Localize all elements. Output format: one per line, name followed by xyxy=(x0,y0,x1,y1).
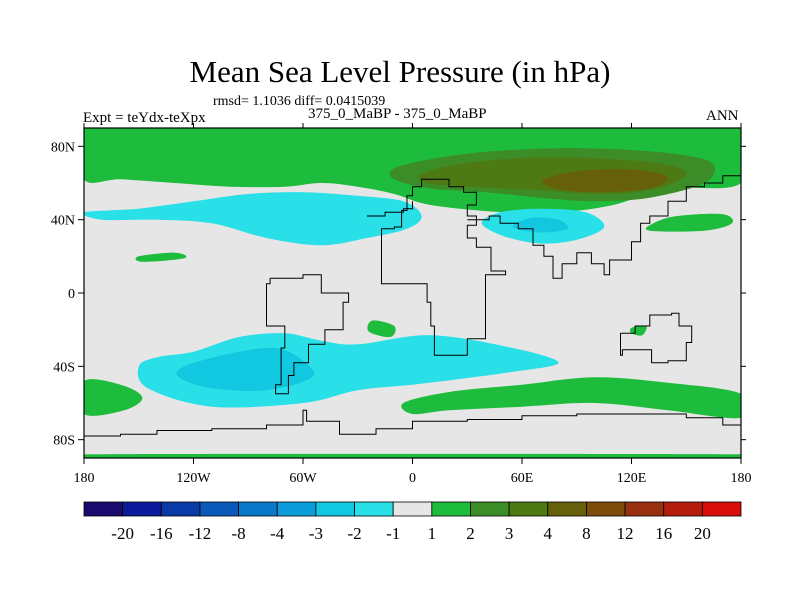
colorbar-swatch xyxy=(83,501,124,517)
contour-siberian-anomaly-peak xyxy=(542,169,669,193)
colorbar-label: 3 xyxy=(505,524,514,543)
x-tick-label: 60E xyxy=(511,471,534,486)
center-label: 375_0_MaBP - 375_0_MaBP xyxy=(308,106,487,122)
colorbar-label: -2 xyxy=(347,524,361,543)
y-axis: 80N 40N 0 40S 80S xyxy=(51,140,746,449)
colorbar-label: -8 xyxy=(232,524,246,543)
colorbar-label: -20 xyxy=(111,524,134,543)
colorbar-swatch xyxy=(199,501,239,517)
coastline-africa-europe xyxy=(381,178,507,356)
colorbar-label: -16 xyxy=(150,524,173,543)
colorbar-label: -1 xyxy=(386,524,400,543)
colorbar-swatch xyxy=(624,501,665,517)
x-tick-label: 180 xyxy=(731,471,752,486)
contour-african-blob xyxy=(367,320,396,338)
season-label: ANN xyxy=(706,108,739,124)
coastlines xyxy=(84,172,741,437)
colorbar-label: -3 xyxy=(309,524,323,543)
y-tick-label: 0 xyxy=(68,287,75,302)
coastline-south-america xyxy=(266,274,350,395)
colorbar-swatch xyxy=(701,501,742,517)
colorbar-swatch xyxy=(354,501,394,517)
colorbar-label: -12 xyxy=(189,524,212,543)
colorbar-swatch xyxy=(160,501,201,517)
colorbar-label: 12 xyxy=(617,524,634,543)
colorbar-label: 2 xyxy=(466,524,475,543)
contour-southern-low-core xyxy=(176,347,315,392)
colorbar-swatch xyxy=(315,501,355,517)
experiment-label: Expt = teYdx-teXpx xyxy=(83,110,206,126)
x-axis: 180 120W 60W 0 60E 120E 180 xyxy=(74,123,752,486)
colorbar-swatch xyxy=(663,501,703,517)
coastline-greenland-arc xyxy=(366,201,413,217)
colorbar-label: -4 xyxy=(270,524,285,543)
x-tick-label: 60W xyxy=(289,471,317,486)
colorbar: -20 -16 -12 -8 -4 -3 -2 -1 1 2 3 4 8 12 16 20 xyxy=(83,501,742,543)
x-tick-label: 180 xyxy=(74,471,95,486)
coastline-australia xyxy=(620,312,693,364)
colorbar-swatch xyxy=(547,501,587,517)
contour-fields xyxy=(84,128,741,458)
contour-pacific-high xyxy=(645,213,734,232)
colorbar-swatch xyxy=(122,501,162,517)
y-tick-label: 40N xyxy=(51,214,75,229)
x-tick-label: 120E xyxy=(617,471,647,486)
coastline-asia xyxy=(467,172,741,279)
x-tick-label: 0 xyxy=(409,471,416,486)
y-tick-label: 80N xyxy=(51,140,75,155)
colorbar-label: 20 xyxy=(694,524,711,543)
contour-north-pacific-blob xyxy=(135,252,187,262)
colorbar-swatch xyxy=(508,501,549,517)
colorbar-swatch xyxy=(238,501,278,517)
y-tick-label: 80S xyxy=(53,434,75,449)
contour-southern-pacific-high xyxy=(84,379,143,416)
colorbar-swatch xyxy=(276,501,317,517)
colorbar-label: 4 xyxy=(544,524,553,543)
x-tick-label: 120W xyxy=(176,471,211,486)
stats-label: rmsd= 1.1036 diff= 0.0415039 xyxy=(213,94,386,109)
colorbar-swatch xyxy=(586,501,626,517)
contour-atlantic-low xyxy=(84,192,422,246)
colorbar-label: 1 xyxy=(428,524,437,543)
contour-southern-ring-high xyxy=(401,377,741,419)
colorbar-swatch xyxy=(470,501,510,517)
colorbar-label: 16 xyxy=(655,524,672,543)
colorbar-swatch xyxy=(392,501,433,517)
colorbar-swatch xyxy=(431,501,471,517)
coastline-antarctica xyxy=(84,409,741,437)
contour-antarctic-band xyxy=(84,453,741,458)
colorbar-label: 8 xyxy=(582,524,591,543)
chart-title: Mean Sea Level Pressure (in hPa) xyxy=(189,54,611,89)
y-tick-label: 40S xyxy=(53,360,75,375)
